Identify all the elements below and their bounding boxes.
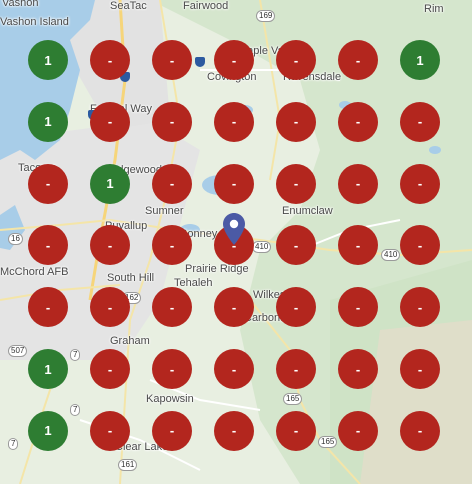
place-label-seatac: SeaTac — [110, 0, 147, 12]
grid-dot-r4-c5[interactable]: - — [276, 225, 316, 266]
route-18-icon — [195, 57, 205, 67]
route-shield-7: 7 — [8, 438, 19, 450]
place-label-rim: Rim — [424, 3, 444, 15]
grid-dot-r3-c2[interactable]: 1 — [90, 163, 130, 204]
grid-dot-r2-c4[interactable]: - — [214, 101, 254, 142]
grid-dot-r3-c4[interactable]: - — [214, 163, 254, 204]
route-shield-16: 16 — [8, 233, 23, 245]
grid-dot-r4-c2[interactable]: - — [90, 225, 130, 266]
grid-dot-r3-c5[interactable]: - — [276, 163, 316, 204]
route-shield-169: 169 — [256, 10, 276, 22]
grid-dot-r2-c3[interactable]: - — [152, 101, 192, 142]
place-label-kapowsin: Kapowsin — [146, 393, 194, 405]
grid-dot-r2-c2[interactable]: - — [90, 101, 130, 142]
route-shield-410: 410 — [252, 241, 272, 253]
grid-dot-r5-c1[interactable]: - — [28, 287, 68, 328]
place-label-sumner: Sumner — [145, 205, 184, 217]
grid-dot-r6-c7[interactable]: - — [400, 349, 440, 389]
grid-dot-r4-c7[interactable]: - — [400, 225, 440, 266]
grid-dot-r7-c1[interactable]: 1 — [28, 410, 68, 451]
place-label-south-hill: South Hill — [107, 272, 155, 284]
place-label-vashon-island: Vashon Island — [0, 16, 69, 28]
grid-dot-r1-c3[interactable]: - — [152, 40, 192, 80]
grid-dot-r4-c4[interactable]: - — [214, 225, 254, 266]
place-label-enumclaw: Enumclaw — [282, 205, 333, 217]
grid-dot-r7-c3[interactable]: - — [152, 410, 192, 451]
grid-dot-r7-c5[interactable]: - — [276, 410, 316, 451]
grid-dot-r6-c4[interactable]: - — [214, 349, 254, 389]
place-label-vashon: Vashon — [2, 0, 39, 9]
grid-dot-r5-c2[interactable]: - — [90, 287, 130, 328]
grid-dot-r6-c3[interactable]: - — [152, 349, 192, 389]
interstate-5-icon — [120, 72, 130, 82]
route-shield-410: 410 — [381, 249, 401, 261]
grid-dot-r2-c5[interactable]: - — [276, 101, 316, 142]
grid-dot-r6-c5[interactable]: - — [276, 349, 316, 389]
grid-dot-r3-c6[interactable]: - — [338, 163, 378, 204]
map-pin-icon[interactable] — [222, 212, 246, 246]
route-shield-507: 507 — [8, 345, 28, 357]
grid-dot-r7-c6[interactable]: - — [338, 410, 378, 451]
grid-dot-r4-c1[interactable]: - — [28, 225, 68, 266]
grid-dot-r4-c6[interactable]: - — [338, 225, 378, 266]
grid-dot-r2-c1[interactable]: 1 — [28, 101, 68, 142]
grid-dot-r2-c7[interactable]: - — [400, 101, 440, 142]
place-label-fairwood: Fairwood — [183, 0, 229, 12]
grid-dot-r1-c1[interactable]: 1 — [28, 40, 68, 80]
grid-dot-r7-c4[interactable]: - — [214, 410, 254, 451]
route-shield-165: 165 — [283, 393, 303, 405]
grid-dot-r1-c2[interactable]: - — [90, 40, 130, 80]
grid-dot-r4-c3[interactable]: - — [152, 225, 192, 266]
grid-dot-r6-c1[interactable]: 1 — [28, 349, 68, 389]
grid-dot-r1-c5[interactable]: - — [276, 40, 316, 80]
route-shield-165: 165 — [318, 436, 338, 448]
route-shield-7: 7 — [70, 349, 81, 361]
grid-dot-r5-c6[interactable]: - — [338, 287, 378, 328]
grid-dot-r3-c7[interactable]: - — [400, 163, 440, 204]
place-label-tehaleh: Tehaleh — [174, 277, 213, 289]
grid-dot-r3-c3[interactable]: - — [152, 163, 192, 204]
grid-dot-r2-c6[interactable]: - — [338, 101, 378, 142]
route-shield-161: 161 — [118, 459, 138, 471]
grid-dot-r6-c6[interactable]: - — [338, 349, 378, 389]
place-label-prairie-ridge: Prairie Ridge — [185, 263, 249, 275]
place-label-mcchord-afb: McChord AFB — [0, 266, 69, 278]
grid-dot-r7-c2[interactable]: - — [90, 410, 130, 451]
grid-dot-r1-c7[interactable]: 1 — [400, 40, 440, 80]
grid-dot-r1-c6[interactable]: - — [338, 40, 378, 80]
grid-dot-r5-c4[interactable]: - — [214, 287, 254, 328]
grid-dot-r7-c7[interactable]: - — [400, 410, 440, 451]
grid-dot-r5-c7[interactable]: - — [400, 287, 440, 328]
route-shield-7: 7 — [70, 404, 81, 416]
grid-dot-r5-c3[interactable]: - — [152, 287, 192, 328]
grid-dot-r1-c4[interactable]: - — [214, 40, 254, 80]
grid-dot-r5-c5[interactable]: - — [276, 287, 316, 328]
place-label-clear-lake: Clear Lake — [115, 441, 169, 453]
place-label-graham: Graham — [110, 335, 150, 347]
grid-dot-r6-c2[interactable]: - — [90, 349, 130, 389]
grid-dot-r3-c1[interactable]: - — [28, 163, 68, 204]
